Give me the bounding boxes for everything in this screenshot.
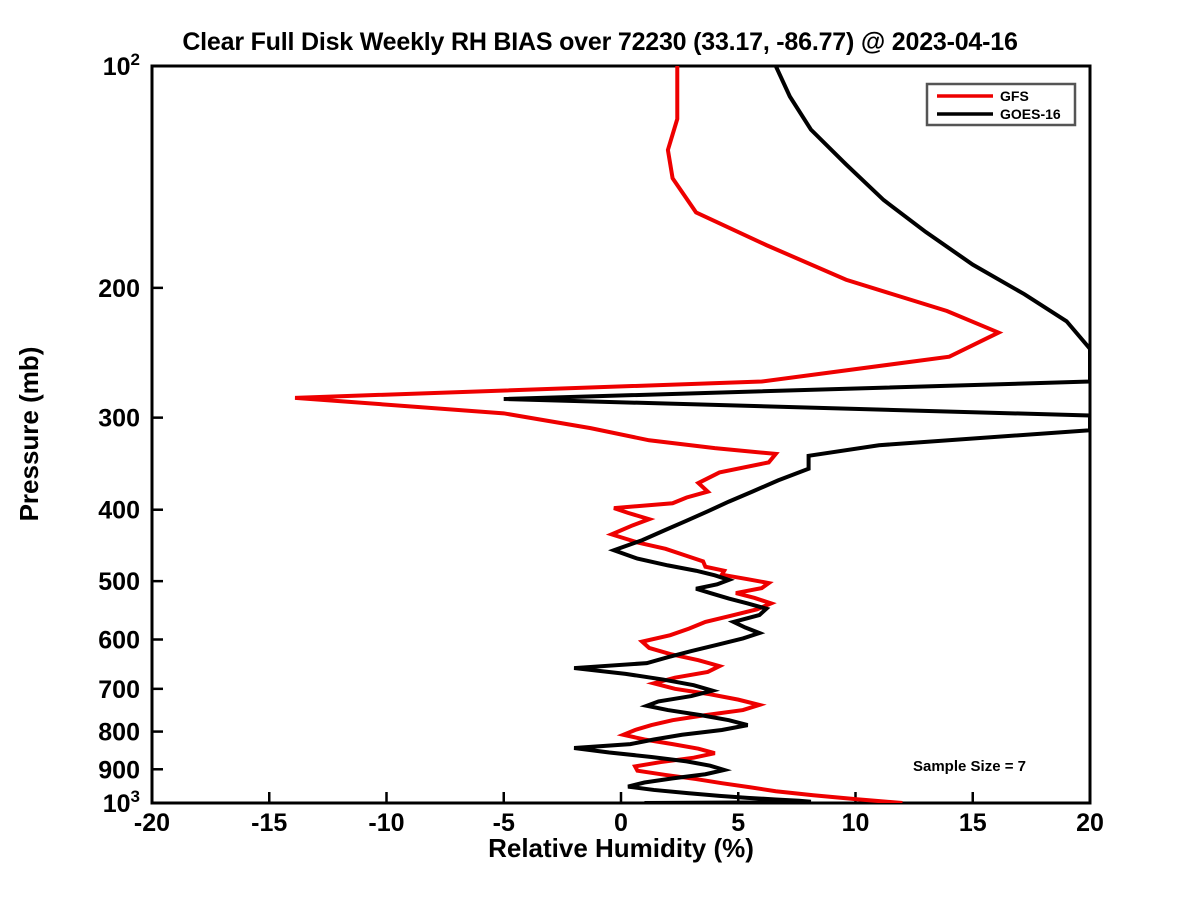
sample-size-annotation: Sample Size = 7 (913, 758, 1026, 775)
x-axis-tick-label: 5 (731, 809, 745, 837)
x-axis-tick-label: 20 (1076, 809, 1104, 837)
legend-label-goes16: GOES-16 (1000, 106, 1061, 122)
y-axis-tick-label: 400 (98, 497, 140, 525)
x-axis-title: Relative Humidity (%) (488, 833, 754, 863)
x-axis-tick-label: 0 (614, 809, 628, 837)
y-axis-tick-label: 102 (103, 50, 140, 81)
data-series-group (294, 66, 1090, 803)
plot-frame (150, 64, 1092, 805)
x-axis-tick-label: -20 (134, 809, 170, 837)
y-axis-tick-label: 500 (98, 568, 140, 596)
x-axis-tick-label: -5 (493, 809, 515, 837)
y-axis-tick-label: 600 (98, 626, 140, 654)
chart-title: Clear Full Disk Weekly RH BIAS over 7223… (182, 28, 1018, 56)
x-axis-tick-label: -15 (251, 809, 287, 837)
axis-tick-labels-group: -20 -15 -10 -5 0 5 10 15 20 102 200 300 400 500 600 700… (98, 50, 1104, 837)
x-axis-tick-label: 10 (842, 809, 870, 837)
y-axis-tick-label: 700 (98, 676, 140, 704)
x-axis-tick-label: 15 (959, 809, 987, 837)
y-axis-tick-label: 900 (98, 756, 140, 784)
y-axis-tick-label: 300 (98, 405, 140, 433)
chart-legend[interactable]: GFS GOES-16 (925, 82, 1077, 127)
legend-box (925, 82, 1077, 127)
series-line-gfs (294, 66, 1004, 803)
y-axis-title: Pressure (mb) (14, 347, 44, 522)
series-line-goes-16 (503, 66, 1090, 803)
legend-label-gfs: GFS (1000, 88, 1029, 104)
y-axis-tick-label: 103 (103, 787, 140, 818)
y-axis-tick-label: 800 (98, 719, 140, 747)
x-axis-tick-label: -10 (368, 809, 404, 837)
y-axis-tick-label: 200 (98, 275, 140, 303)
